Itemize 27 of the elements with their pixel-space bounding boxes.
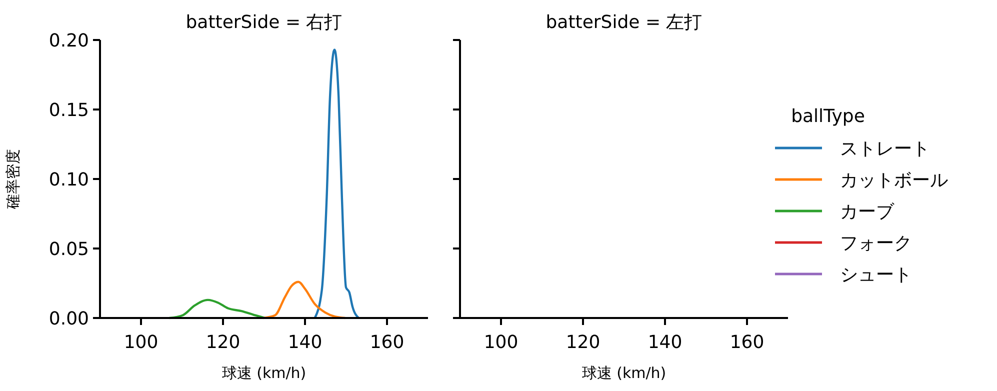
legend-label: フォーク xyxy=(840,232,912,254)
y-tick-label: 0.05 xyxy=(48,238,89,260)
legend-label: ストレート xyxy=(840,138,930,160)
x-tick-label: 160 xyxy=(370,332,404,353)
x-tick-label: 100 xyxy=(124,332,158,353)
x-tick-label: 120 xyxy=(566,332,600,353)
line-series xyxy=(168,298,266,320)
x-tick-label: 140 xyxy=(288,332,322,353)
x-tick-label: 100 xyxy=(484,332,518,353)
legend-label: カットボール xyxy=(840,170,948,191)
x-axis-title: 球速 (km/h) xyxy=(222,364,306,382)
line-series xyxy=(262,280,346,320)
y-tick-label: 0.00 xyxy=(48,308,89,330)
legend-label: カーブ xyxy=(840,201,895,222)
x-tick-label: 160 xyxy=(730,332,764,353)
y-axis-title: 確率密度 xyxy=(4,149,22,210)
x-axis-title: 球速 (km/h) xyxy=(582,364,666,382)
legend-label: シュート xyxy=(840,264,912,286)
y-tick-label: 0.15 xyxy=(48,100,89,121)
x-tick-label: 140 xyxy=(648,332,682,353)
line-series xyxy=(314,48,360,320)
x-tick-label: 120 xyxy=(206,332,240,353)
y-tick-label: 0.20 xyxy=(48,30,89,52)
chart-title: batterSide = 右打 xyxy=(186,12,342,33)
chart-title: batterSide = 左打 xyxy=(546,12,702,33)
y-tick-label: 0.10 xyxy=(48,169,89,190)
legend-title: ballType xyxy=(791,106,865,127)
